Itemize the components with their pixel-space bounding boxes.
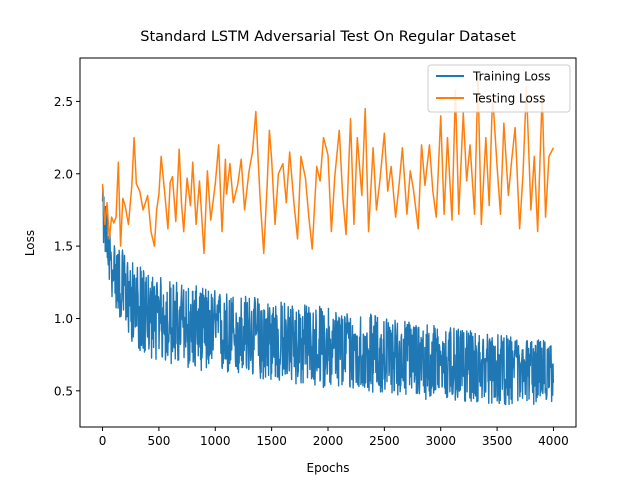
x-tick-label: 3000 bbox=[425, 434, 456, 448]
series-line-training-loss bbox=[101, 186, 555, 406]
x-tick-label: 1500 bbox=[256, 434, 287, 448]
plot-area bbox=[101, 74, 555, 406]
x-tick-label: 3500 bbox=[482, 434, 513, 448]
y-tick-label: 2.5 bbox=[54, 95, 73, 109]
chart-title: Standard LSTM Adversarial Test On Regula… bbox=[140, 29, 516, 45]
x-tick-label: 2500 bbox=[369, 434, 400, 448]
x-tick-label: 500 bbox=[147, 434, 170, 448]
y-axis-ticks: 0.5 1.0 1.5 2.0 2.5 bbox=[54, 95, 80, 398]
legend-label-testing-loss: Testing Loss bbox=[472, 92, 545, 106]
legend-label-training-loss: Training Loss bbox=[472, 70, 550, 84]
x-tick-label: 4000 bbox=[538, 434, 569, 448]
x-tick-label: 2000 bbox=[313, 434, 344, 448]
x-axis-ticks: 0 500 1000 1500 2000 2500 3000 3500 4000 bbox=[99, 427, 569, 448]
y-tick-label: 1.0 bbox=[54, 312, 73, 326]
y-tick-label: 1.5 bbox=[54, 240, 73, 254]
y-axis-label: Loss bbox=[23, 230, 37, 256]
x-tick-label: 1000 bbox=[200, 434, 231, 448]
series-line-testing-loss bbox=[101, 74, 555, 255]
x-axis-label: Epochs bbox=[307, 461, 350, 475]
x-tick-label: 0 bbox=[99, 434, 107, 448]
y-tick-label: 0.5 bbox=[54, 384, 73, 398]
legend: Training Loss Testing Loss bbox=[427, 64, 571, 113]
y-tick-label: 2.0 bbox=[54, 167, 73, 181]
